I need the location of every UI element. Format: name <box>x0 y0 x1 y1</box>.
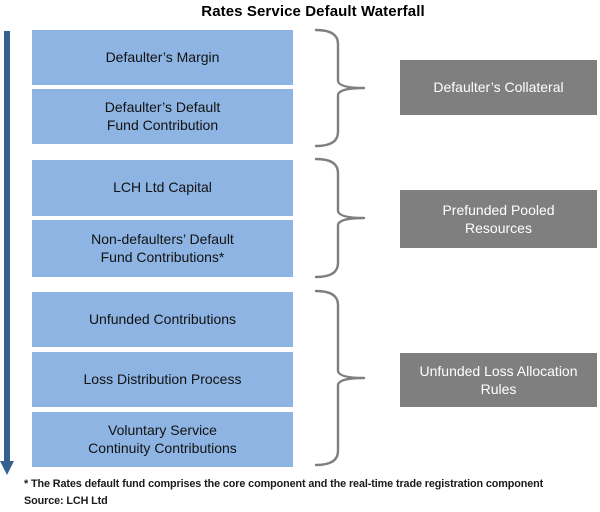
brace-icon <box>314 28 366 148</box>
group-box-unfunded-loss-allocation-rules: Unfunded Loss Allocation Rules <box>400 353 597 407</box>
waterfall-box-unfunded-contributions: Unfunded Contributions <box>32 292 293 347</box>
down-arrow-icon <box>0 31 14 475</box>
group-box-prefunded-pooled-resources: Prefunded Pooled Resources <box>400 190 597 248</box>
diagram-title: Rates Service Default Waterfall <box>201 3 425 20</box>
footer: * The Rates default fund comprises the c… <box>24 476 600 510</box>
waterfall-box-non-defaulters-default-fund-contributions: Non-defaulters’ Default Fund Contributio… <box>32 220 293 277</box>
source-note: Source: LCH Ltd <box>24 495 108 507</box>
waterfall-box-lch-ltd-capital: LCH Ltd Capital <box>32 160 293 216</box>
waterfall-box-loss-distribution-process: Loss Distribution Process <box>32 352 293 407</box>
brace-icon <box>314 157 366 279</box>
waterfall-box-voluntary-service-continuity-contributions: Voluntary Service Continuity Contributio… <box>32 412 293 467</box>
waterfall-box-defaulters-margin: Defaulter’s Margin <box>32 30 293 85</box>
brace-icon <box>314 289 366 467</box>
footnote: * The Rates default fund comprises the c… <box>24 478 544 490</box>
waterfall-box-defaulters-default-fund-contribution: Defaulter’s Default Fund Contribution <box>32 89 293 144</box>
group-box-defaulters-collateral: Defaulter’s Collateral <box>400 60 597 115</box>
